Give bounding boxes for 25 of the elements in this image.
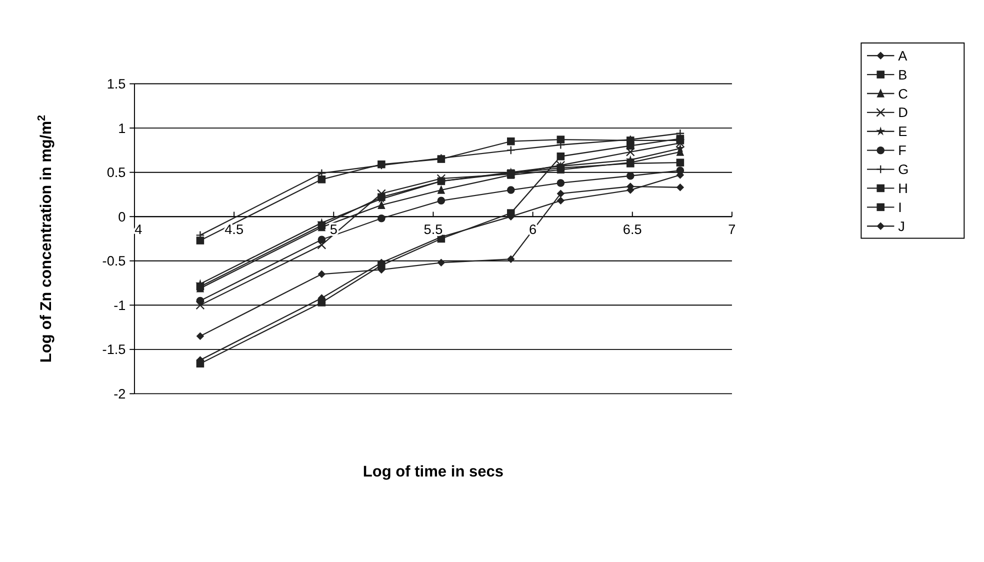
legend-label: B	[898, 67, 908, 82]
x-axis-title: Log of time in secs	[362, 463, 504, 480]
x-tick-label: 4.5	[224, 222, 244, 238]
x-tick-label: 6.5	[622, 222, 642, 238]
legend-label: G	[898, 162, 909, 178]
y-tick-label: 0.5	[106, 165, 126, 180]
y-tick-label: -1.5	[102, 342, 126, 358]
y-tick-label: 1.5	[106, 76, 126, 92]
y-tick-label: -1	[114, 298, 126, 313]
legend-label: D	[898, 105, 908, 120]
y-tick-label: 0	[118, 209, 126, 224]
legend-label: H	[898, 180, 908, 196]
x-tick-label: 7	[728, 222, 736, 238]
x-tick-label: 4	[134, 222, 143, 238]
legend-label: A	[898, 48, 908, 64]
x-tick-label: 5.5	[424, 222, 443, 238]
y-tick-label: 1	[118, 120, 126, 136]
y-tick-label: -2	[114, 386, 126, 402]
y-tick-label: -0.5	[102, 254, 126, 269]
legend-label: C	[898, 86, 908, 102]
legend-label: J	[898, 218, 905, 234]
legend-label: E	[898, 124, 908, 140]
legend-label: F	[898, 143, 906, 158]
legend-label: I	[898, 200, 902, 215]
x-tick-label: 5	[330, 222, 338, 238]
